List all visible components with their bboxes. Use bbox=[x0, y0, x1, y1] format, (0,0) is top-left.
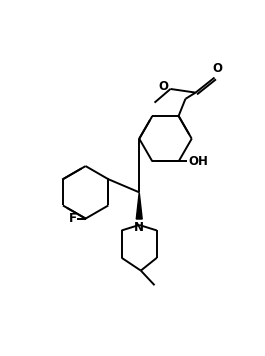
Text: OH: OH bbox=[189, 155, 209, 168]
Polygon shape bbox=[136, 192, 142, 219]
Text: F: F bbox=[69, 212, 77, 225]
Text: N: N bbox=[134, 221, 144, 234]
Text: O: O bbox=[158, 80, 168, 93]
Text: O: O bbox=[212, 62, 222, 75]
